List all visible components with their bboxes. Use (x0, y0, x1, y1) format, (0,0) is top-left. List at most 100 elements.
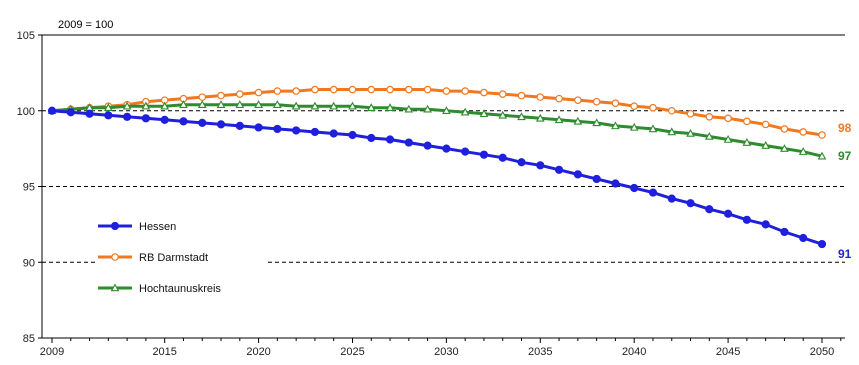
data-point (442, 144, 451, 153)
data-point (367, 133, 376, 143)
data-point (179, 117, 188, 126)
data-point (798, 147, 808, 155)
data-point (686, 109, 695, 118)
data-point (310, 127, 320, 137)
data-point (423, 141, 432, 150)
series-line-hochtaunuskreis (51, 103, 823, 158)
data-point (555, 94, 563, 103)
data-point (329, 85, 338, 94)
data-point (536, 161, 545, 170)
data-point (592, 97, 601, 106)
data-point (461, 87, 469, 95)
series-line-rb-darmstadt (51, 88, 823, 137)
data-point (461, 147, 470, 156)
data-point (761, 141, 770, 149)
data-point (780, 125, 789, 133)
data-point (310, 101, 320, 110)
data-point (799, 233, 808, 243)
data-point (104, 103, 113, 111)
data-point (254, 88, 263, 97)
x-tick-label: 2025 (340, 346, 364, 358)
data-point (686, 128, 695, 137)
x-tick-label: 2040 (622, 346, 646, 358)
legend-swatch-marker (111, 253, 119, 261)
x-tick-label: 2009 (40, 346, 64, 358)
data-point (423, 85, 432, 94)
data-point (686, 199, 695, 208)
data-point (592, 174, 601, 184)
data-point (442, 87, 451, 95)
data-point (630, 183, 639, 193)
data-point (254, 123, 263, 132)
data-point (216, 120, 226, 129)
data-point (292, 87, 300, 95)
legend-swatch-marker (110, 283, 120, 292)
data-point (743, 117, 751, 126)
data-point (291, 101, 301, 110)
data-point (273, 87, 282, 95)
data-point (705, 205, 714, 214)
x-tick-label: 2035 (528, 346, 552, 358)
data-point (198, 93, 207, 101)
data-point (386, 85, 394, 94)
data-point (761, 120, 770, 129)
data-point (554, 115, 564, 124)
data-point (385, 103, 395, 111)
data-point (517, 158, 526, 167)
data-point (517, 91, 526, 100)
data-point (254, 100, 263, 108)
data-point (348, 85, 357, 94)
data-point (704, 131, 714, 140)
data-point (573, 116, 583, 125)
legend-item-hochtaunuskreis: Hochtaunuskreis (98, 283, 221, 295)
data-point (367, 85, 376, 94)
data-point (742, 138, 752, 146)
y-tick-label: 105 (17, 30, 35, 42)
data-point (311, 85, 319, 94)
data-point (141, 114, 151, 123)
legend-label: Hochtaunuskreis (139, 283, 221, 295)
series-rb-darmstadt: 98 (48, 85, 852, 139)
data-point (648, 188, 658, 197)
data-point (517, 112, 526, 121)
data-point (480, 88, 488, 97)
data-point (817, 239, 827, 249)
y-tick-label: 95 (23, 182, 35, 194)
data-point (66, 108, 75, 117)
data-point (235, 100, 245, 108)
data-point (630, 102, 638, 111)
data-point (498, 153, 507, 162)
data-point (611, 99, 620, 107)
data-point (649, 103, 657, 112)
data-point (404, 104, 414, 113)
data-point (460, 107, 470, 116)
base-year-annotation: 2009 = 100 (58, 19, 113, 31)
data-point (667, 127, 677, 136)
data-point (179, 100, 188, 108)
data-point (104, 111, 113, 120)
legend-swatch-marker (110, 221, 120, 231)
data-point (404, 138, 413, 147)
data-point (723, 209, 733, 218)
data-point (273, 124, 282, 134)
data-point (818, 131, 826, 139)
data-point (573, 170, 582, 179)
data-point (216, 100, 226, 108)
data-point (405, 85, 413, 94)
data-point (348, 130, 357, 140)
y-tick-label: 100 (17, 106, 35, 118)
data-point (592, 118, 601, 127)
data-point (273, 100, 282, 108)
data-point (217, 91, 225, 100)
data-point (780, 227, 789, 237)
legend-label: RB Darmstadt (139, 252, 208, 264)
data-point (329, 129, 338, 138)
data-point (780, 144, 789, 152)
x-tick-label: 2050 (810, 346, 834, 358)
legend-item-rb-darmstadt: RB Darmstadt (98, 252, 208, 264)
data-point (554, 165, 564, 174)
data-point (479, 150, 489, 159)
data-point (329, 101, 339, 110)
x-tick-label: 2020 (246, 346, 270, 358)
data-point (160, 115, 169, 124)
